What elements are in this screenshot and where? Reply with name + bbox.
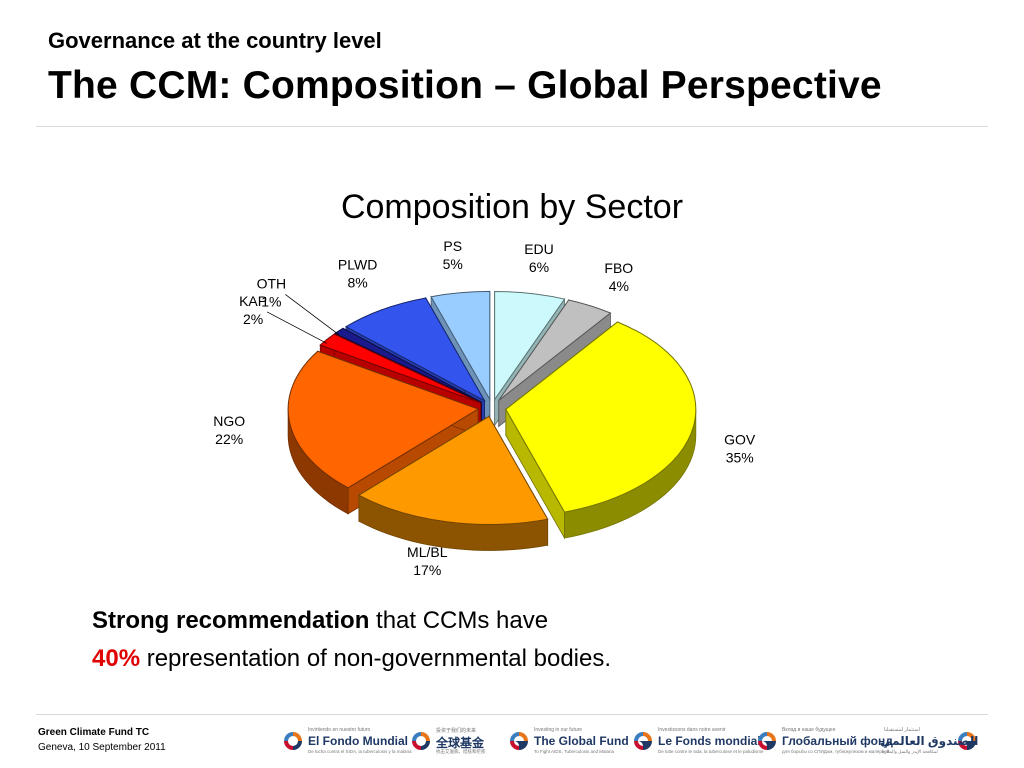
logo-chinese: 投资于我们的未来 全球基金 抗击艾滋病、结核和疟疾 [410, 724, 502, 760]
global-fund-swirl-icon [758, 732, 776, 750]
pie-slice-fbo [498, 298, 612, 428]
pie-label-mlbl: ML/BL [407, 544, 448, 560]
logo-tagline: Invirtiendo en nuestro futuro [308, 727, 371, 733]
logo-name: Глобальный фонд [782, 734, 893, 748]
logo-le-fonds-mondial: Investissons dans notre avenir Le Fonds … [632, 724, 764, 760]
pie-label-oth: OTH [257, 275, 287, 291]
header-divider [36, 126, 988, 127]
callout-line-1: Strong recommendation that CCMs have [92, 602, 611, 640]
logo-tagline: Investing in our future [534, 727, 583, 733]
section-kicker: Governance at the country level [48, 28, 382, 53]
chart-title: Composition by Sector [340, 188, 684, 226]
pie-value-plwd: 8% [347, 275, 367, 291]
pie-slice-ps [430, 290, 491, 427]
pie-labels: EDU 6% FBO 4% GOV 35% ML/BL 17% NGO 22% KAP 2% OTH 1%… [213, 238, 756, 578]
logo-subtitle: De lucha contra el SIDA, la tuberculosis… [308, 749, 412, 754]
logo-arabic: استثمار لمستقبلنا الصندوق العالمي لمكافح… [880, 724, 980, 760]
logo-name: الصندوق العالمي [880, 734, 979, 748]
callout-text-2: representation of non-governmental bodie… [140, 645, 612, 672]
pie-slice-edu [494, 290, 566, 427]
callout-text-1: that CCMs have [369, 607, 549, 634]
pie-value-fbo: 4% [609, 278, 629, 294]
pie-slice-oth [334, 327, 482, 429]
pie-label-fbo: FBO [604, 260, 633, 276]
global-fund-swirl-icon [284, 732, 302, 750]
pie-label-edu: EDU [524, 241, 554, 257]
recommendation-callout: Strong recommendation that CCMs have 40%… [92, 602, 611, 678]
logo-russian: Вклад в наше будущее Глобальный фонд для… [756, 724, 893, 760]
logo-tagline: استثمار لمستقبلنا [884, 727, 920, 733]
pie-slices [287, 290, 697, 551]
pie-slice-plwd [344, 296, 486, 429]
logo-tagline: 投资于我们的未来 [436, 728, 477, 734]
global-fund-swirl-icon [510, 732, 528, 750]
logo-name: 全球基金 [436, 736, 485, 750]
pie-value-edu: 6% [529, 259, 549, 275]
logo-tagline: Вклад в наше будущее [782, 727, 836, 733]
footer-divider [36, 714, 988, 715]
pie-slice-ngo [287, 350, 480, 515]
callout-line-2: 40% representation of non-governmental b… [92, 640, 611, 678]
logo-name: Le Fonds mondial [658, 734, 761, 748]
pie-value-ngo: 22% [215, 431, 243, 447]
pie-value-oth: 1% [261, 293, 281, 309]
footer-organization: Green Climate Fund TC [38, 727, 150, 738]
pie-label-kap: KAP [239, 293, 267, 309]
logo-subtitle: 抗击艾滋病、结核和疟疾 [436, 749, 486, 754]
logo-subtitle: لمكافحة الإيدز والسل والملاريا [882, 749, 938, 754]
logo-name: El Fondo Mundial [308, 734, 408, 748]
callout-percent: 40% [92, 645, 141, 672]
pie-label-plwd: PLWD [338, 257, 377, 273]
pie-value-ps: 5% [443, 256, 463, 272]
callout-bold-text: Strong recommendation [92, 607, 370, 634]
pie-value-mlbl: 17% [413, 562, 441, 578]
logo-tagline: Investissons dans notre avenir [658, 727, 726, 733]
logo-subtitle: De lutte contre le sida, la tuberculose … [658, 749, 764, 754]
pie-leader-line [285, 294, 340, 336]
footer-date: Geneva, 10 September 2011 [38, 742, 166, 753]
logo-subtitle: для борьбы со СПИДом, туберкулезом и мал… [782, 749, 890, 754]
pie-value-gov: 35% [726, 449, 754, 465]
logo-the-global-fund: Investing in our future The Global Fund … [508, 724, 629, 760]
pie-label-ps: PS [443, 238, 462, 254]
partner-logos: Invirtiendo en nuestro futuro El Fondo M… [282, 724, 982, 760]
global-fund-swirl-icon [412, 732, 430, 750]
pie-leader-line [266, 311, 328, 344]
pie-slice-gov [505, 321, 697, 540]
logo-subtitle: To Fight AIDS, Tuberculosis and Malaria [534, 749, 615, 754]
pie-value-kap: 2% [243, 311, 263, 327]
pie-label-ngo: NGO [213, 413, 245, 429]
slide-title: The CCM: Composition – Global Perspectiv… [48, 64, 882, 107]
pie-slice-mlbl [357, 414, 549, 551]
global-fund-swirl-icon [634, 732, 652, 750]
logo-el-fondo-mundial: Invirtiendo en nuestro futuro El Fondo M… [282, 724, 412, 760]
pie-label-gov: GOV [724, 431, 756, 447]
logo-name: The Global Fund [534, 734, 629, 748]
global-fund-swirl-icon [958, 732, 976, 750]
pie-slice-kap [319, 333, 482, 430]
